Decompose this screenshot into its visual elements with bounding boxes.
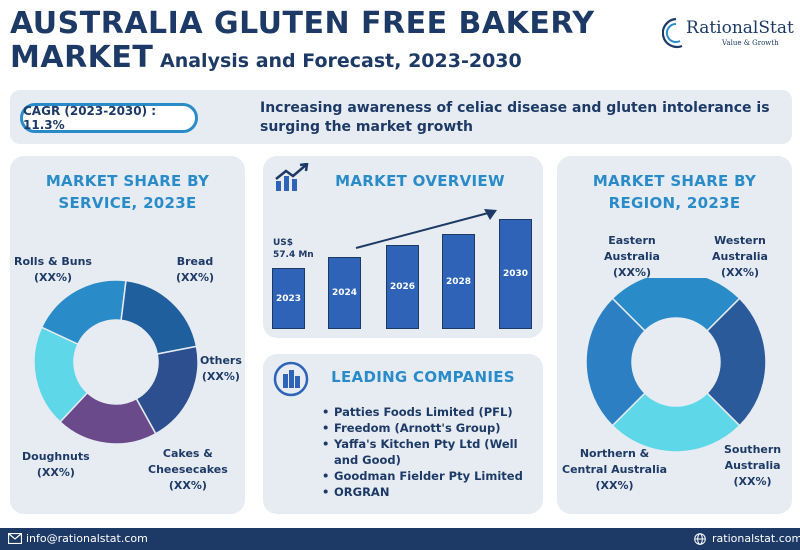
title-analysis-text: Analysis and Forecast, 2023-2030 (153, 50, 522, 72)
label-bread: Bread (XX%) (176, 254, 214, 286)
region-heading-line2: REGION, 2023E (608, 194, 741, 212)
company-item: Patties Foods Limited (PFL) (322, 404, 542, 420)
cagr-badge: CAGR (2023-2030) : 11.3% (20, 103, 198, 133)
first-bar-value-currency: US$ (273, 238, 294, 248)
logo-name: RationalStat (686, 18, 794, 38)
label-northern-name2: Central Australia (562, 463, 668, 476)
region-heading-line1: MARKET SHARE BY (592, 172, 757, 190)
banner-headline: Increasing awareness of celiac disease a… (260, 100, 770, 135)
label-northern-value: (XX%) (595, 479, 634, 492)
label-eastern: Eastern Australia (XX%) (604, 233, 660, 281)
label-eastern-name2: Australia (604, 250, 660, 263)
label-others-name: Others (200, 354, 242, 367)
label-others-value: (XX%) (201, 370, 240, 383)
footer-bar (0, 528, 800, 550)
first-bar-value-amount: 57.4 Mn (273, 250, 314, 260)
label-northern-name1: Northern & (579, 447, 650, 460)
logo-tagline: Value & Growth (722, 39, 779, 47)
region-slice-3 (585, 297, 646, 427)
company-item: Goodman Fielder Pty Limited (322, 468, 542, 484)
mail-icon (8, 533, 22, 544)
page-title: AUSTRALIA GLUTEN FREE BAKERY (10, 6, 595, 41)
label-doughnuts: Doughnuts (XX%) (22, 449, 90, 481)
label-rolls-buns-name: Rolls & Buns (14, 255, 92, 268)
bar-2028: 2028 (442, 234, 475, 329)
region-donut-chart (585, 278, 767, 453)
bar-2026: 2026 (386, 245, 419, 329)
company-item: Freedom (Arnott's Group) (322, 420, 542, 436)
company-item: ORGRAN (322, 484, 542, 500)
companies-list: Patties Foods Limited (PFL) Freedom (Arn… (322, 404, 542, 500)
service-panel-heading: MARKET SHARE BY SERVICE, 2023E (10, 170, 245, 214)
building-icon (273, 361, 309, 397)
globe-icon (694, 533, 706, 545)
label-southern-value: (XX%) (733, 475, 772, 488)
service-slice-1 (120, 279, 198, 355)
region-slice-2 (611, 392, 741, 453)
label-cakes-value: (XX%) (168, 479, 207, 492)
label-doughnuts-name: Doughnuts (22, 450, 90, 463)
service-heading-line1: MARKET SHARE BY (45, 172, 210, 190)
label-western-name1: Western (714, 234, 766, 247)
companies-heading: LEADING COMPANIES (331, 368, 515, 386)
label-bread-name: Bread (176, 255, 214, 268)
region-slice-0 (611, 278, 741, 332)
label-western: Western Australia (XX%) (712, 233, 768, 281)
rationalstat-logo-icon (662, 17, 683, 49)
label-cakes-name2: Cheesecakes (148, 463, 228, 476)
label-southern: Southern Australia (XX%) (724, 442, 781, 490)
footer-website-link[interactable]: rationalstat.com (712, 532, 800, 545)
bar-2023: 2023 (272, 268, 305, 329)
label-rolls-buns: Rolls & Buns (XX%) (14, 254, 92, 286)
label-bread-value: (XX%) (176, 271, 215, 284)
region-slice-1 (706, 297, 767, 427)
label-eastern-value: (XX%) (612, 266, 651, 279)
trend-arrow-icon (355, 209, 497, 249)
company-item: Yaffa's Kitchen Pty Ltd (Well and Good) (322, 436, 542, 468)
label-eastern-name1: Eastern (608, 234, 656, 247)
service-slice-4 (33, 326, 89, 424)
title-market-word: MARKET (10, 40, 154, 75)
service-donut-chart (33, 279, 199, 445)
label-rolls-buns-value: (XX%) (33, 271, 72, 284)
label-doughnuts-value: (XX%) (36, 466, 75, 479)
label-others: Others (XX%) (200, 353, 242, 385)
footer-email-link[interactable]: info@rationalstat.com (26, 532, 148, 545)
label-cakes-name1: Cakes & (162, 447, 213, 460)
growth-chart-icon (275, 163, 309, 191)
region-panel-heading: MARKET SHARE BY REGION, 2023E (557, 170, 792, 214)
label-northern-central: Northern & Central Australia (XX%) (562, 446, 667, 494)
service-heading-line2: SERVICE, 2023E (58, 194, 197, 212)
bar-2030: 2030 (499, 219, 532, 329)
bar-2024: 2024 (328, 257, 361, 329)
overview-heading: MARKET OVERVIEW (335, 172, 505, 190)
first-bar-value-label: US$ 57.4 Mn (273, 237, 314, 261)
page-subtitle: MARKET Analysis and Forecast, 2023-2030 (10, 40, 522, 75)
label-southern-name2: Australia (724, 459, 781, 472)
label-southern-name1: Southern (724, 443, 782, 456)
label-western-value: (XX%) (720, 266, 759, 279)
label-cakes: Cakes & Cheesecakes (XX%) (148, 446, 228, 494)
label-western-name2: Australia (712, 250, 768, 263)
